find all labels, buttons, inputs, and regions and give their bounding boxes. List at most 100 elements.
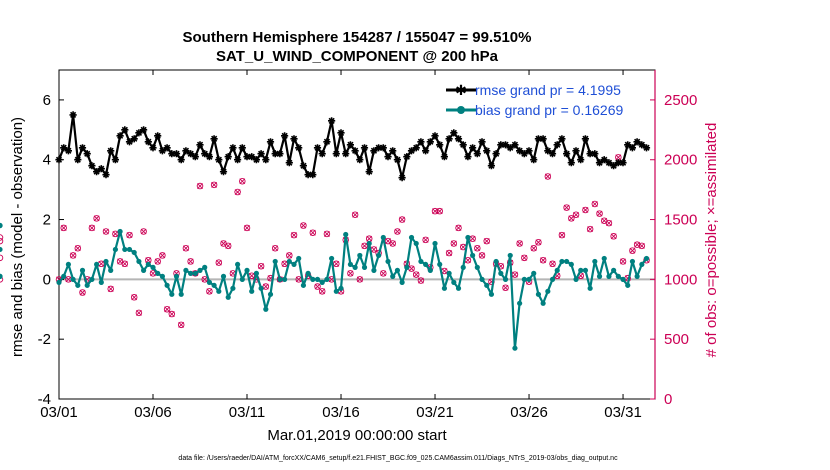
bias-point (314, 276, 321, 282)
obs-assimilated-marker (502, 284, 509, 291)
bias-point (385, 258, 391, 265)
bias-point (230, 285, 236, 291)
bias-point (0, 246, 3, 253)
obs-possible-marker (436, 207, 443, 215)
obs-assimilated-marker (70, 252, 77, 259)
obs-assimilated-marker (98, 260, 105, 267)
bias-point (319, 279, 325, 285)
rmse-point (111, 156, 119, 164)
obs-assimilated-marker (394, 228, 401, 235)
bias-point (70, 276, 76, 282)
obs-count-point (431, 207, 439, 215)
bias-point (94, 261, 100, 268)
rmse-point (266, 138, 275, 146)
bias-point (526, 276, 532, 282)
rmse-point (93, 168, 101, 176)
obs-count-point (502, 284, 509, 291)
obs-possible-marker (182, 245, 190, 252)
obs-assimilated-marker (258, 263, 265, 270)
obs-count-point (281, 260, 288, 268)
obs-possible-marker (262, 283, 270, 290)
rmse-point (501, 141, 510, 149)
obs-assimilated-marker (347, 270, 354, 277)
obs-assimilated-marker (187, 258, 194, 265)
obs-count-point (483, 237, 490, 245)
bias-point (390, 273, 396, 279)
obs-count-point (210, 181, 218, 189)
obs-possible-marker (281, 260, 288, 268)
obs-count-point (187, 258, 194, 265)
obs-assimilated-marker (131, 294, 138, 301)
rmse-point (328, 117, 336, 125)
obs-possible-marker (633, 241, 641, 248)
obs-possible-marker (102, 228, 110, 235)
rmse-point (511, 141, 519, 149)
rmse-point (281, 132, 289, 140)
obs-count-point (455, 224, 462, 232)
obs-count-point (271, 245, 279, 252)
obs-assimilated-marker (225, 242, 232, 249)
bias-point (178, 291, 184, 297)
obs-assimilated-marker (112, 230, 119, 237)
y-left-tick-label: -2 (38, 331, 51, 348)
obs-possible-marker (516, 240, 523, 247)
bias-point (126, 246, 133, 253)
rmse-point (351, 147, 359, 155)
obs-assimilated-marker (591, 201, 598, 207)
bias-point (615, 273, 621, 279)
obs-assimilated-marker (150, 270, 156, 277)
obs-possible-marker (286, 252, 293, 259)
obs-possible-marker (431, 207, 439, 215)
obs-assimilated-marker (93, 215, 100, 222)
obs-assimilated-marker (432, 208, 438, 215)
bias-point (84, 282, 90, 288)
bias-point (540, 300, 546, 306)
rmse-point (182, 147, 190, 155)
obs-possible-marker (234, 188, 241, 196)
rmse-point (149, 144, 157, 152)
obs-count-point (0, 277, 4, 283)
rmse-point (642, 144, 651, 152)
rmse-point (497, 141, 505, 149)
rmse-point (628, 144, 636, 152)
y-left-tick-label: 4 (43, 152, 51, 169)
bias-point (634, 273, 640, 279)
rmse-point (431, 132, 439, 140)
obs-count-point (196, 182, 204, 190)
obs-count-point (394, 228, 401, 235)
rmse-point (83, 150, 91, 158)
legend-bias-marker (457, 106, 465, 114)
rmse-point (356, 156, 364, 164)
obs-assimilated-marker (638, 242, 645, 249)
rmse-point (234, 156, 242, 164)
obs-possible-marker (394, 228, 401, 235)
obs-possible-marker (239, 178, 246, 185)
bias-point (625, 282, 631, 288)
bias-point (65, 261, 72, 268)
bias-point (620, 276, 626, 282)
rmse-point (219, 168, 228, 176)
obs-count-point (93, 215, 100, 222)
obs-count-point (619, 258, 627, 265)
bias-point (145, 261, 151, 268)
rmse-point (516, 147, 524, 155)
rmse-point (257, 150, 265, 158)
obs-assimilated-marker (201, 276, 208, 283)
y-axis-right: 0 500 1000 1500 2000 2500 (650, 70, 697, 408)
bias-point (352, 264, 358, 270)
obs-possible-marker (163, 306, 171, 313)
rmse-point (469, 144, 477, 152)
bias-point (423, 261, 429, 268)
obs-count-point (422, 236, 429, 244)
bias-point (282, 276, 288, 282)
bias-point (291, 261, 297, 268)
obs-count-point (243, 224, 251, 232)
obs-possible-marker (196, 182, 204, 190)
obs-assimilated-marker (455, 225, 462, 231)
obs-count-point (445, 249, 453, 257)
rmse-point (407, 147, 416, 155)
rmse-point (215, 156, 223, 164)
obs-count-point (610, 233, 617, 240)
obs-count-point (215, 259, 223, 266)
footer-datafile: data file: /Users/raeder/DAI/ATM_forcXX/… (178, 455, 618, 462)
